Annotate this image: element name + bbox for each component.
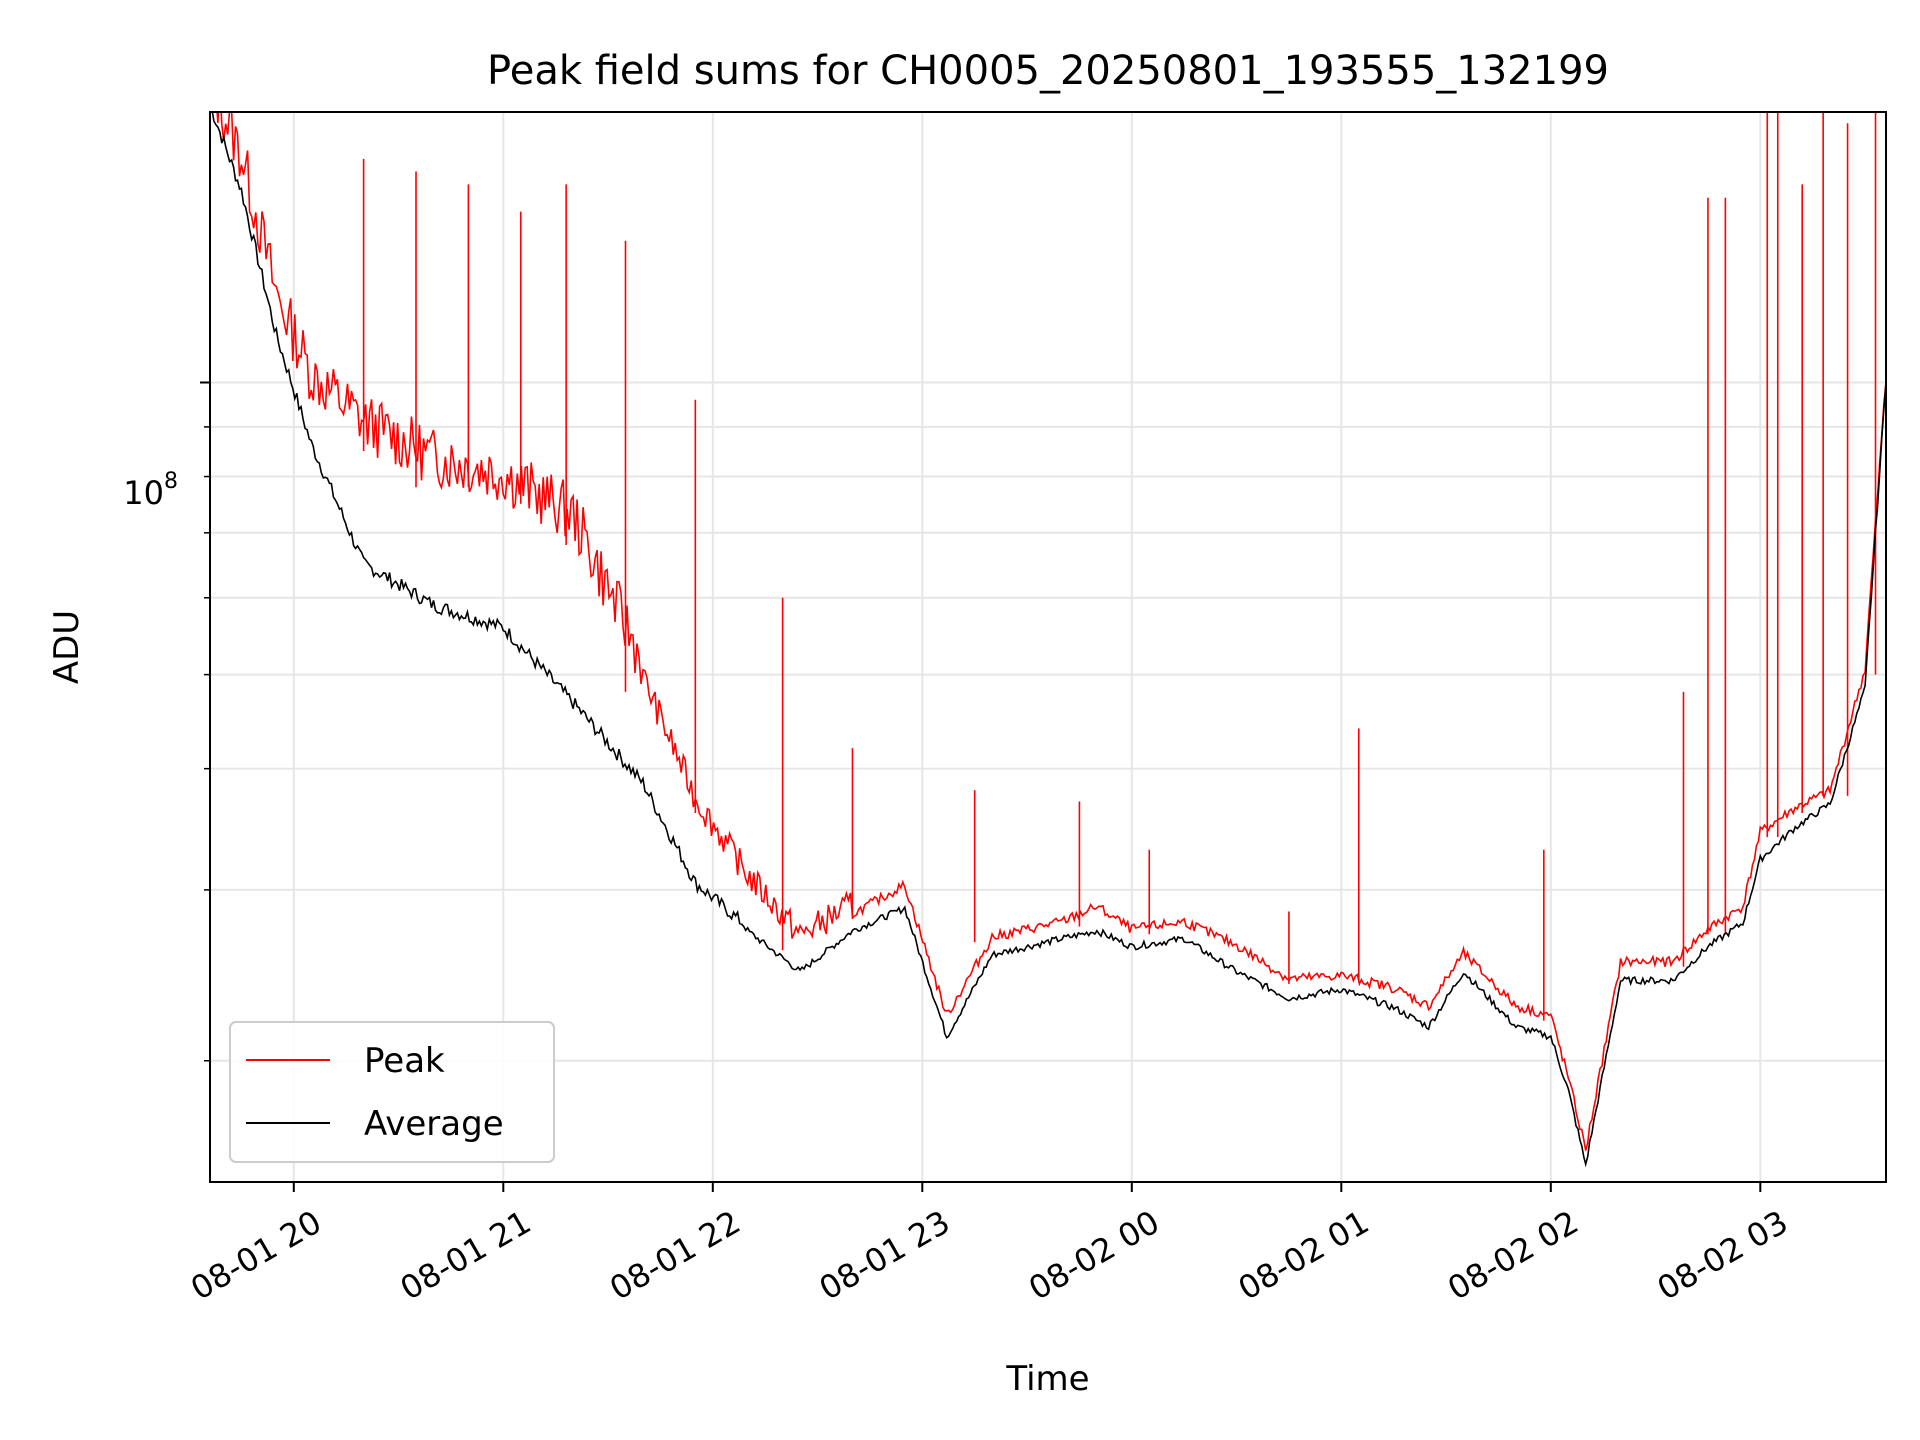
plot-frame (209, 111, 1887, 1183)
series-group (211, 112, 1886, 1168)
y-axis: 108 (123, 381, 210, 1062)
y-tick-exponent: 8 (164, 469, 178, 494)
legend-box (229, 1021, 555, 1163)
legend: Peak Average (229, 1021, 555, 1163)
legend-label-peak: Peak (364, 1041, 445, 1081)
x-axis-label: Time (1005, 1359, 1089, 1399)
y-axis-label: ADU (47, 610, 87, 684)
y-tick-base: 10 (123, 474, 164, 512)
chart-title: Peak field sums for CH0005_20250801_1935… (487, 48, 1609, 94)
series-line-peak (216, 112, 1886, 1151)
series-line-average (211, 112, 1886, 1168)
y-tick-label: 108 (123, 469, 178, 512)
legend-label-average: Average (364, 1104, 504, 1144)
grid-lines (210, 112, 1886, 1182)
plot-area (211, 112, 1886, 1168)
